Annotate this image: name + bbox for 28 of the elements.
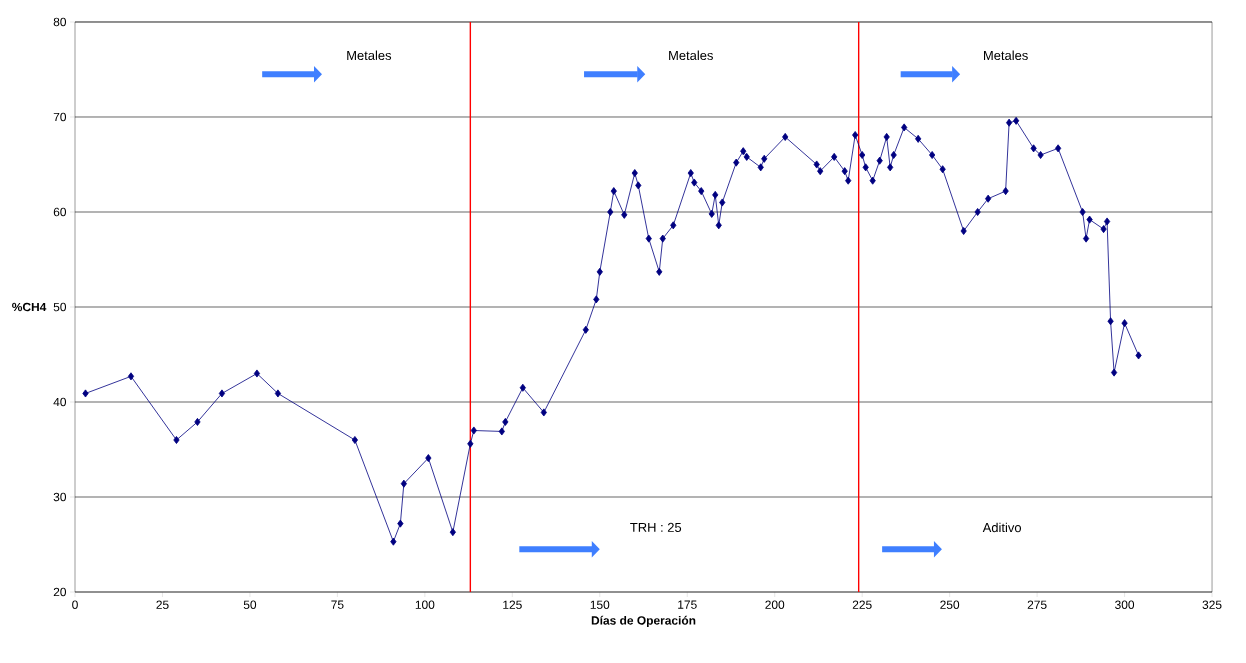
annotation: Aditivo (982, 522, 1022, 533)
y-tick-label: 80 (53, 17, 67, 27)
y-tick-label: 60 (53, 207, 67, 217)
x-tick-label: 50 (243, 600, 257, 609)
x-axis-title: Días de Operación (591, 615, 696, 628)
x-tick-label: 25 (156, 600, 169, 609)
x-tick-label: 0 (72, 600, 78, 609)
x-tick-label: 100 (415, 600, 435, 609)
x-tick-label: 125 (503, 600, 522, 609)
x-tick-label: 275 (1027, 600, 1047, 609)
y-tick-label: 30 (53, 492, 67, 502)
x-tick-label: 225 (852, 600, 872, 609)
annotation: Metales (347, 50, 392, 60)
y-tick-label: 70 (53, 112, 67, 122)
x-tick-label: 200 (765, 600, 785, 609)
x-tick-label: 325 (1202, 600, 1222, 609)
x-tick-label: 175 (678, 600, 697, 609)
x-tick-label: 300 (1115, 600, 1135, 609)
annotation: Metales (984, 50, 1028, 60)
y-tick-label: 20 (53, 587, 67, 597)
y-axis-title: %CH4 (12, 302, 47, 312)
annotation: TRH : 25 (630, 522, 682, 532)
x-tick-label: 150 (590, 600, 610, 609)
x-tick-label: 75 (331, 600, 344, 609)
annotation: Metales (669, 50, 713, 60)
x-tick-label: 250 (940, 600, 960, 609)
y-tick-label: 50 (53, 302, 67, 312)
y-tick-label: 40 (53, 397, 67, 407)
